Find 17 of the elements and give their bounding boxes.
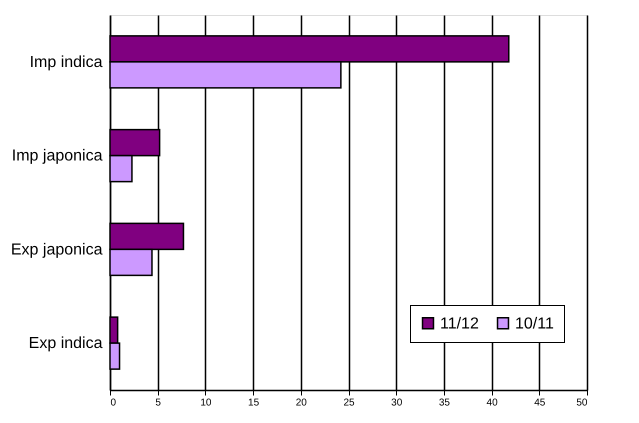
x-tick-label: 45 bbox=[534, 398, 546, 408]
x-tick-label: 0 bbox=[110, 398, 116, 408]
y-tick-label: Exp japonica bbox=[10, 241, 103, 258]
x-tick-label: 10 bbox=[200, 398, 212, 408]
x-tick-label: 30 bbox=[391, 398, 403, 408]
x-tick-label: 5 bbox=[155, 398, 162, 408]
x-tick-label: 35 bbox=[438, 398, 450, 408]
x-tick-label: 25 bbox=[343, 398, 355, 408]
y-tick-label: Imp indica bbox=[30, 54, 103, 71]
y-tick-label: Exp indica bbox=[28, 335, 103, 352]
x-tick-label: 50 bbox=[576, 398, 588, 408]
legend-label: 10/11 bbox=[515, 315, 554, 332]
x-tick-label: 20 bbox=[296, 398, 308, 408]
x-tick-label: 15 bbox=[248, 398, 260, 408]
legend-label: 11/12 bbox=[440, 315, 479, 332]
x-tick-label: 40 bbox=[486, 398, 498, 408]
y-tick-label: Imp japonica bbox=[12, 148, 103, 165]
